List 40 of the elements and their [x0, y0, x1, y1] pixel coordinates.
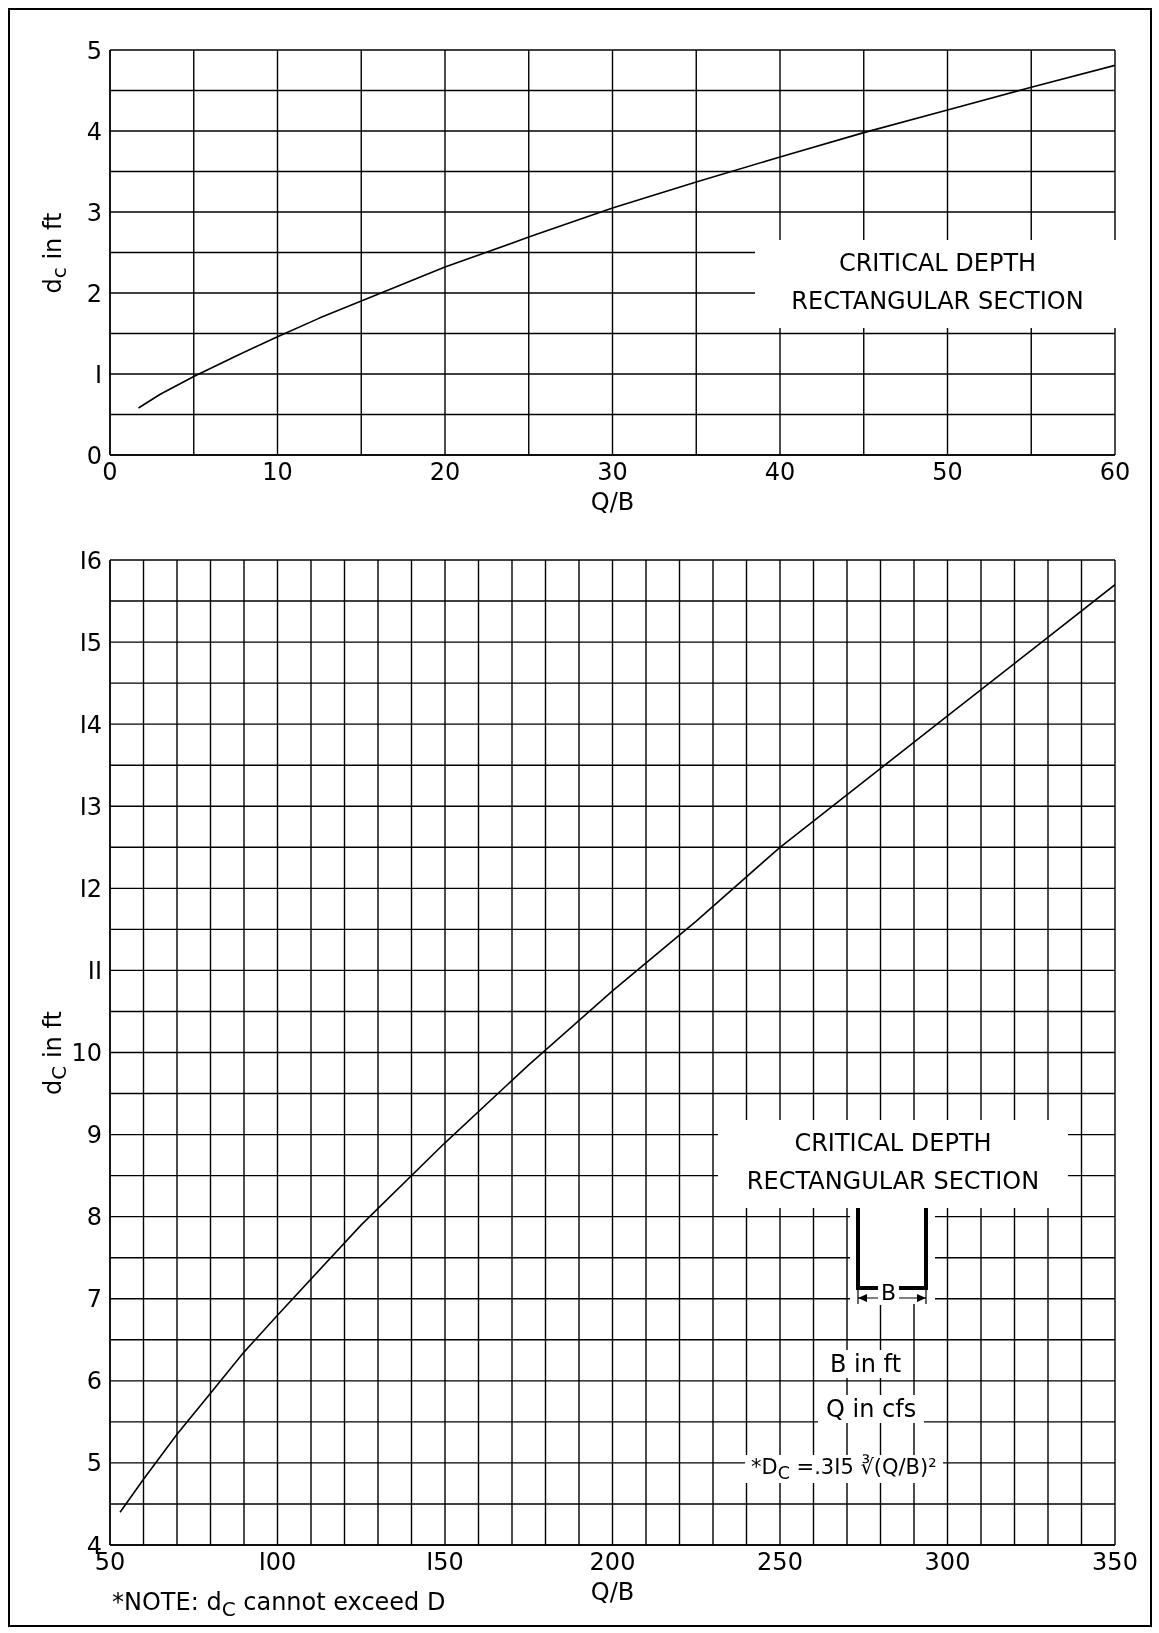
y-tick-label: 5: [86, 36, 102, 65]
text: *NOTE: d$_{C}$ cannot exceed D: [112, 1588, 446, 1621]
y-tick-label: I: [94, 360, 102, 389]
y-tick-label: 8: [86, 1203, 102, 1232]
annotation: B in ft: [822, 1350, 910, 1378]
y-tick-label: 2: [86, 279, 102, 308]
annotation: CRITICAL DEPTH: [793, 1128, 993, 1159]
y-tick-label: I3: [79, 792, 102, 821]
y-tick-label: I2: [79, 874, 102, 903]
y-tick-label: 7: [86, 1285, 102, 1314]
y-tick-label: 4: [86, 117, 102, 146]
y-tick-label: 9: [86, 1121, 102, 1150]
x-tick-label: I50: [426, 1548, 464, 1577]
x-tick-label: 60: [1099, 458, 1131, 487]
y-tick-label: I5: [79, 628, 102, 657]
annotation: CRITICAL DEPTH: [837, 248, 1038, 279]
annotation: RECTANGULAR SECTION: [745, 1166, 1041, 1197]
y-tick-label: II: [87, 956, 102, 985]
y-tick-label: 5: [86, 1449, 102, 1478]
x-tick-label: 250: [757, 1548, 803, 1577]
y-tick-label: 3: [86, 198, 102, 227]
annotation: RECTANGULAR SECTION: [790, 286, 1085, 317]
x-tick-label: I00: [258, 1548, 297, 1577]
x-tick-label: 30: [597, 458, 628, 487]
x-tick-label: 350: [1092, 1548, 1138, 1577]
x-axis-title: Q/B: [590, 1578, 635, 1606]
x-tick-label: 50: [932, 458, 963, 487]
annotation: B: [878, 1280, 900, 1305]
y-tick-label: 10: [71, 1039, 102, 1068]
annotation: Q in cfs: [818, 1395, 925, 1423]
y-tick-label: I6: [79, 546, 102, 575]
annotation: *D$_{C}$ =.3I5 ∛(Q/B)²: [745, 1455, 943, 1484]
x-tick-label: 200: [589, 1548, 636, 1577]
x-tick-label: 20: [429, 458, 461, 487]
x-axis-title: Q/B: [589, 488, 636, 516]
x-tick-label: 40: [764, 458, 796, 487]
y-tick-label: I4: [79, 710, 102, 739]
x-tick-label: 10: [262, 458, 293, 487]
y-tick-label: 6: [86, 1367, 102, 1396]
x-tick-label: 300: [924, 1548, 971, 1577]
